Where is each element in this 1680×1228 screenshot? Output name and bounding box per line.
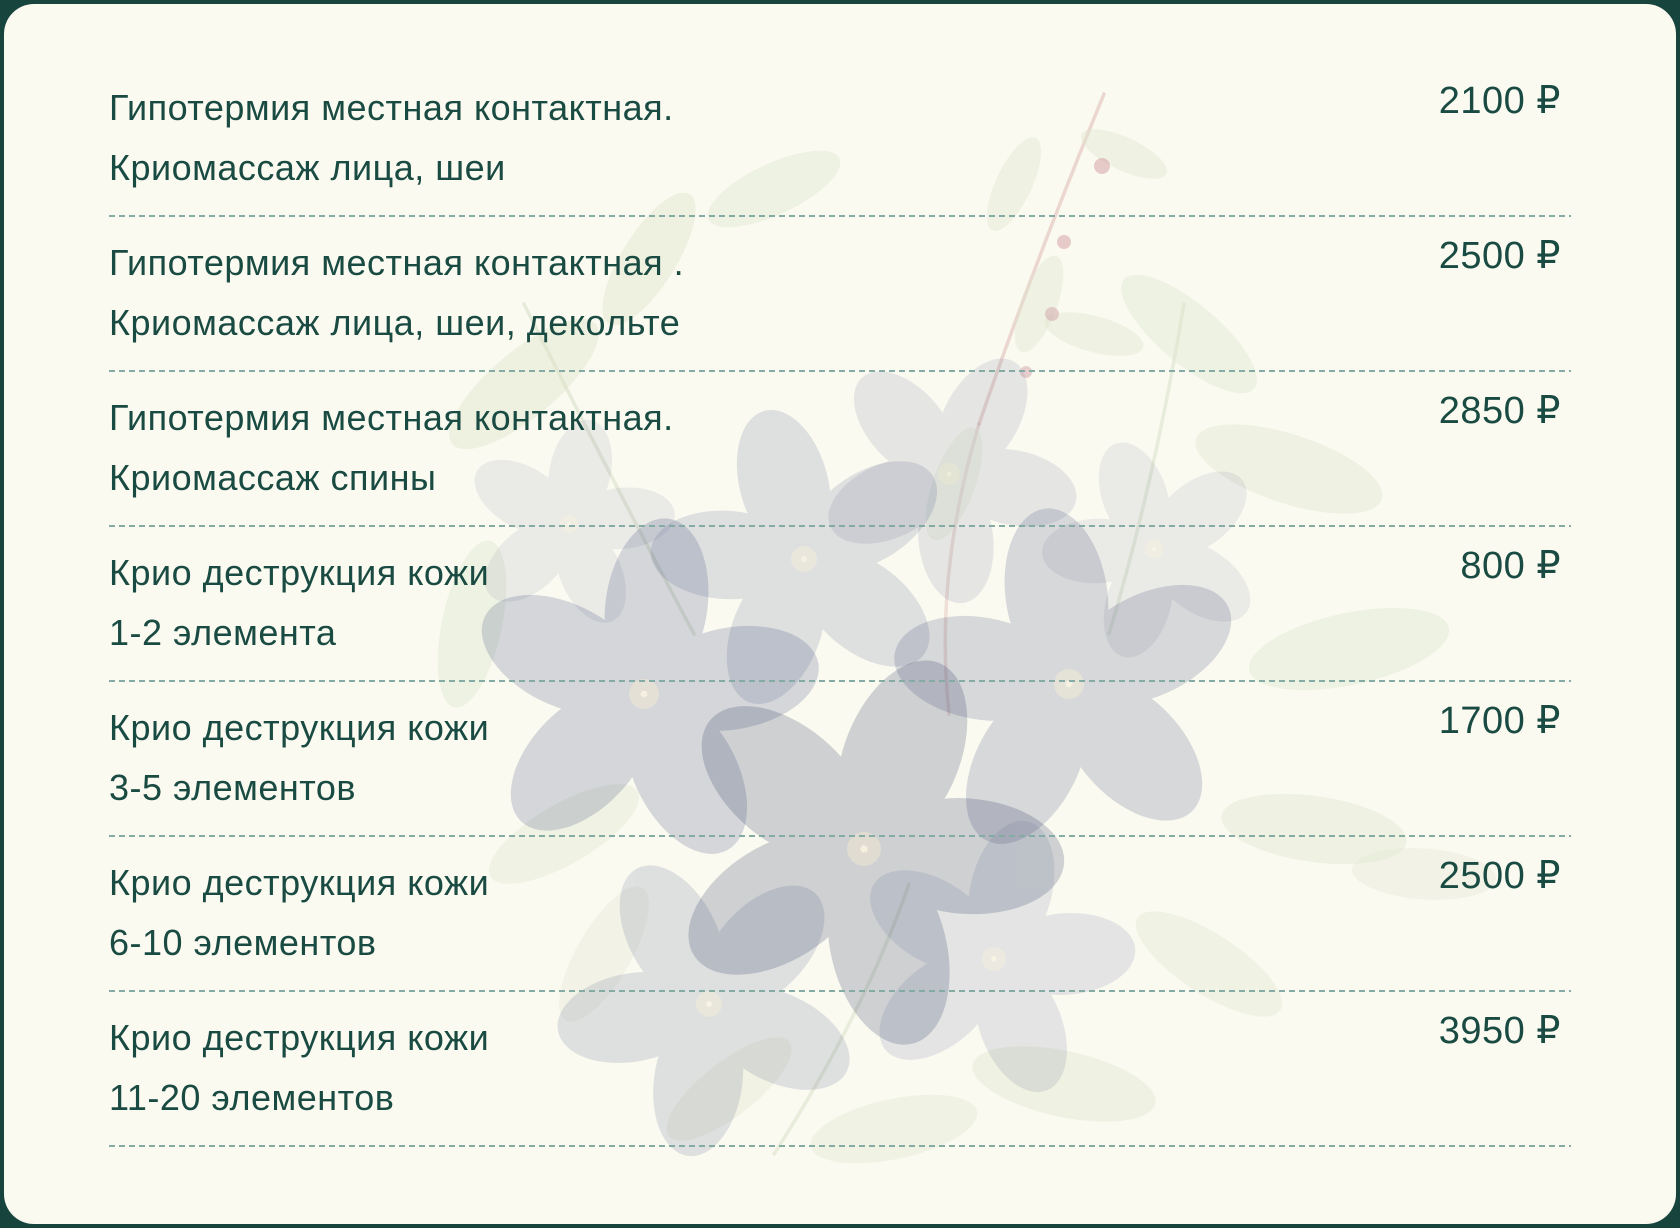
service-name-line2: Криомассаж лица, шеи, декольте	[109, 302, 681, 343]
service-name-line1: Крио деструкция кожи	[109, 1017, 490, 1058]
price-list-item: Крио деструкция кожи 3-5 элементов 1700 …	[109, 682, 1571, 837]
service-name-line2: Криомассаж спины	[109, 457, 437, 498]
price-list-item-content: Гипотермия местная контактная. Криомасса…	[109, 62, 1571, 215]
service-name: Крио деструкция кожи 3-5 элементов	[109, 698, 489, 818]
price-list-item: Гипотермия местная контактная. Криомасса…	[109, 372, 1571, 527]
price-list-item: Гипотермия местная контактная. Криомасса…	[109, 62, 1571, 217]
service-name-line1: Крио деструкция кожи	[109, 707, 490, 748]
service-name: Гипотермия местная контактная. Криомасса…	[109, 388, 674, 508]
price-list-item-content: Крио деструкция кожи 11-20 элементов 395…	[109, 992, 1571, 1145]
price-list-item-content: Крио деструкция кожи 6-10 элементов 2500…	[109, 837, 1571, 990]
service-name: Гипотермия местная контактная. Криомасса…	[109, 78, 674, 198]
service-name-line2: Криомассаж лица, шеи	[109, 147, 506, 188]
service-name-line1: Гипотермия местная контактная .	[109, 242, 685, 283]
price-list-card: Гипотермия местная контактная. Криомасса…	[4, 4, 1676, 1224]
service-name-line1: Гипотермия местная контактная.	[109, 397, 674, 438]
price-list-item-content: Крио деструкция кожи 3-5 элементов 1700 …	[109, 682, 1571, 835]
service-name: Крио деструкция кожи 6-10 элементов	[109, 853, 489, 973]
service-price: 2850 ₽	[1438, 390, 1561, 432]
price-list: Гипотермия местная контактная. Криомасса…	[4, 4, 1676, 1147]
service-price: 800 ₽	[1460, 545, 1561, 587]
service-name-line1: Крио деструкция кожи	[109, 862, 490, 903]
row-divider	[109, 1145, 1571, 1147]
service-name-line2: 6-10 элементов	[109, 922, 377, 963]
price-list-item-content: Гипотермия местная контактная . Криомасс…	[109, 217, 1571, 370]
service-price: 2500 ₽	[1438, 235, 1561, 277]
service-name-line1: Гипотермия местная контактная.	[109, 87, 674, 128]
service-name-line1: Крио деструкция кожи	[109, 552, 490, 593]
price-list-item-content: Крио деструкция кожи 1-2 элемента 800 ₽	[109, 527, 1571, 680]
service-name-line2: 11-20 элементов	[109, 1077, 395, 1118]
service-price: 3950 ₽	[1438, 1010, 1561, 1052]
service-price: 2100 ₽	[1438, 80, 1561, 122]
service-name: Гипотермия местная контактная . Криомасс…	[109, 233, 684, 353]
price-list-item: Гипотермия местная контактная . Криомасс…	[109, 217, 1571, 372]
price-list-item: Крио деструкция кожи 11-20 элементов 395…	[109, 992, 1571, 1147]
price-list-item: Крио деструкция кожи 6-10 элементов 2500…	[109, 837, 1571, 992]
service-name: Крио деструкция кожи 11-20 элементов	[109, 1008, 489, 1128]
service-name: Крио деструкция кожи 1-2 элемента	[109, 543, 489, 663]
service-name-line2: 1-2 элемента	[109, 612, 337, 653]
service-name-line2: 3-5 элементов	[109, 767, 357, 808]
price-list-item-content: Гипотермия местная контактная. Криомасса…	[109, 372, 1571, 525]
service-price: 1700 ₽	[1438, 700, 1561, 742]
service-price: 2500 ₽	[1438, 855, 1561, 897]
price-list-item: Крио деструкция кожи 1-2 элемента 800 ₽	[109, 527, 1571, 682]
